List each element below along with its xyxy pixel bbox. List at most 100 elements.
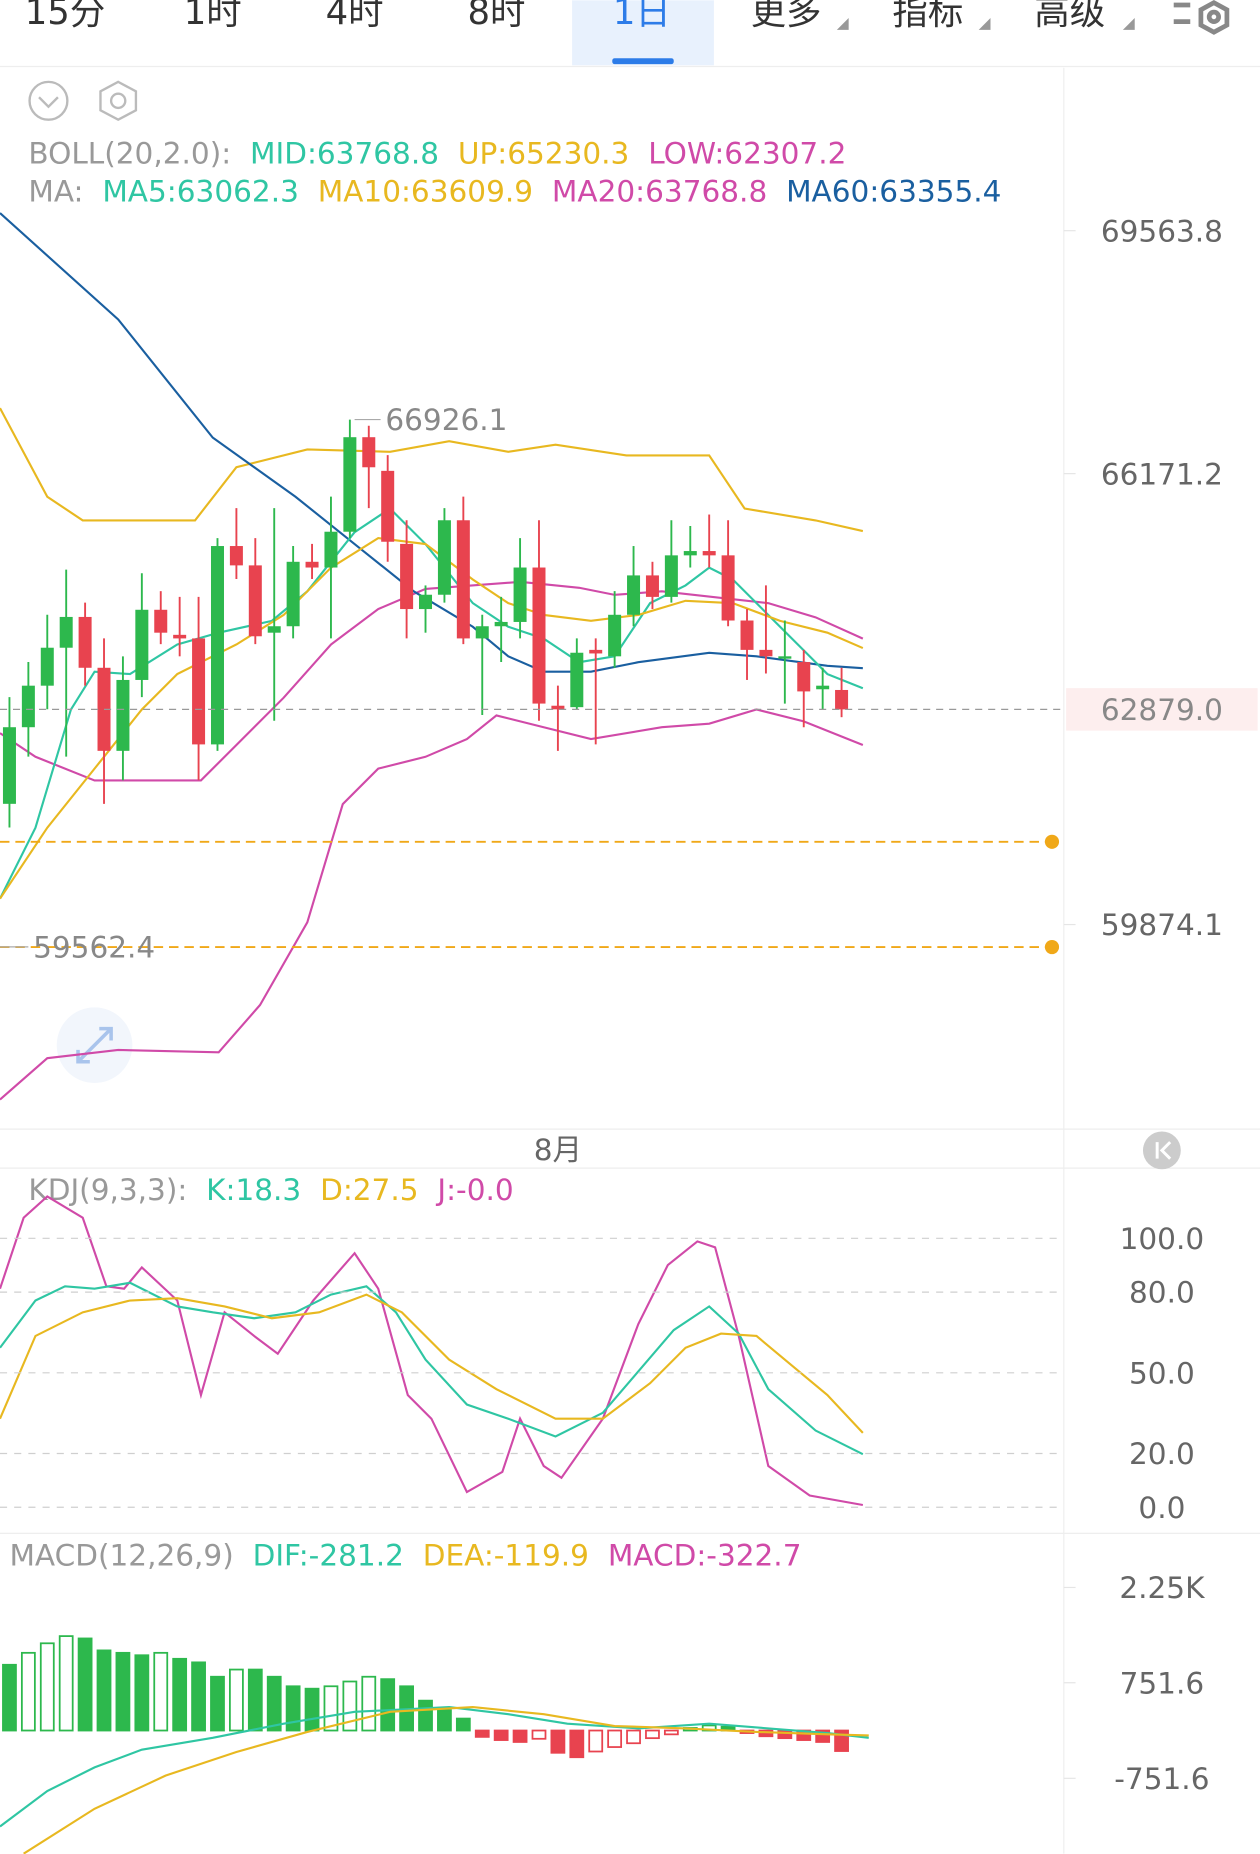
macd-bar [323,1685,339,1732]
legend-item: MACD:-322.7 [608,1538,802,1572]
arrow [978,18,991,30]
macd-bar [58,1635,74,1732]
kdj-d [0,1293,864,1434]
tab[interactable]: 4时 [326,0,384,33]
legend-item: D:27.5 [320,1173,418,1207]
legend-item: DIF:-281.2 [253,1538,404,1572]
macd-bar [418,1699,433,1732]
candle-body [816,685,830,690]
candle-body [324,531,338,568]
macd-histogram [2,1635,849,1759]
legend-item: J:-0.0 [435,1173,513,1207]
tab[interactable]: 高级 [1034,0,1105,33]
macd-bar [285,1685,301,1732]
macd-bar [531,1729,547,1740]
candle-body [475,626,489,639]
settings-icon[interactable] [1173,0,1230,35]
candle-body [343,437,357,532]
candle-body [608,614,622,657]
candle-body [381,470,395,542]
macd-bar [569,1729,585,1759]
macd-bar [380,1678,396,1732]
macd-bar [191,1661,206,1732]
candle-body [494,621,508,627]
macd-bar [266,1675,282,1732]
macd-bar [229,1668,244,1732]
alert-dot[interactable] [1044,939,1060,955]
active-tab-bg [572,0,714,66]
price-indicators [0,212,864,1101]
macd-bar [493,1729,509,1741]
legend-item: DEA:-119.9 [423,1538,589,1572]
y-tick-label: 0.0 [1138,1491,1185,1525]
macd-bar [342,1680,358,1732]
macd-bar [455,1717,471,1732]
macd-bar [645,1729,660,1740]
macd-bar [247,1668,263,1732]
candle-body [437,520,451,595]
hide-icon[interactable] [28,80,69,121]
legend-item: MA20:63768.8 [552,174,767,208]
ma-legend: MA: MA5:63062.3 MA10:63609.9 MA20:63768.… [28,174,1001,208]
tab[interactable]: 指标 [892,0,963,33]
y-tick-label: 100.0 [1120,1222,1205,1256]
y-tick-label: -751.6 [1114,1762,1209,1796]
kdj-k [0,1281,864,1456]
candle-body [683,551,697,556]
macd-bar [474,1729,490,1738]
low-marker-label: 59562.4 [33,931,155,965]
candle-body [135,609,149,680]
candle-body [78,616,92,668]
candle-body [267,626,281,633]
candle-body [210,546,224,745]
macd-bar [39,1642,55,1732]
candle-body [229,546,243,566]
candle-body [286,561,300,627]
candle-body [248,565,262,637]
candle-body [2,727,16,804]
alert-dot[interactable] [1044,834,1060,849]
tab[interactable]: 15分 [25,0,106,33]
macd-bar [588,1729,604,1753]
kdj-lines [0,1195,864,1507]
candle-body [759,649,773,657]
tab[interactable]: 1日 [613,0,671,33]
y-tick-label: 2.25K [1119,1571,1205,1605]
candle-body [116,679,130,751]
legend-item: K:18.3 [206,1173,301,1207]
legend-label: BOLL(20,2.0): [28,136,231,170]
macd-bar [550,1729,566,1754]
tab[interactable]: 8时 [467,0,525,33]
candle-body [778,656,792,659]
tab[interactable]: 1时 [184,0,242,33]
current-price-label: 62879.0 [1101,693,1223,727]
macd-bar [210,1675,225,1732]
macd-dea [23,1706,869,1854]
legend-item: MA60:63355.4 [786,174,1001,208]
candle-body [419,594,433,610]
macd-bar [663,1729,679,1736]
candle-body [513,567,527,622]
boll-legend: BOLL(20,2.0): MID:63768.8 UP:65230.3 LOW… [28,136,846,170]
legend-item: MA5:63062.3 [102,174,299,208]
tab[interactable]: 更多 [751,0,822,33]
candle-body [645,575,659,597]
candle-body [551,705,565,710]
macd-bar [77,1637,93,1732]
y-tick-label: 59874.1 [1101,908,1223,942]
candle-body [740,620,754,650]
macd-bar [153,1651,169,1732]
settings-hex[interactable] [99,80,138,122]
candle-body [456,520,470,639]
settings-hex-dot [109,92,127,110]
macd-dif [0,1706,869,1828]
candle-body [362,437,376,468]
macd-bar [20,1651,36,1732]
icon-lines [1173,2,1191,24]
candle-body [664,555,678,597]
tabs: 15分 1时 4时 8时 1日 更多 指标 高级 [25,0,1105,33]
candle-body [192,638,206,745]
collapse-icon [1155,1141,1172,1160]
